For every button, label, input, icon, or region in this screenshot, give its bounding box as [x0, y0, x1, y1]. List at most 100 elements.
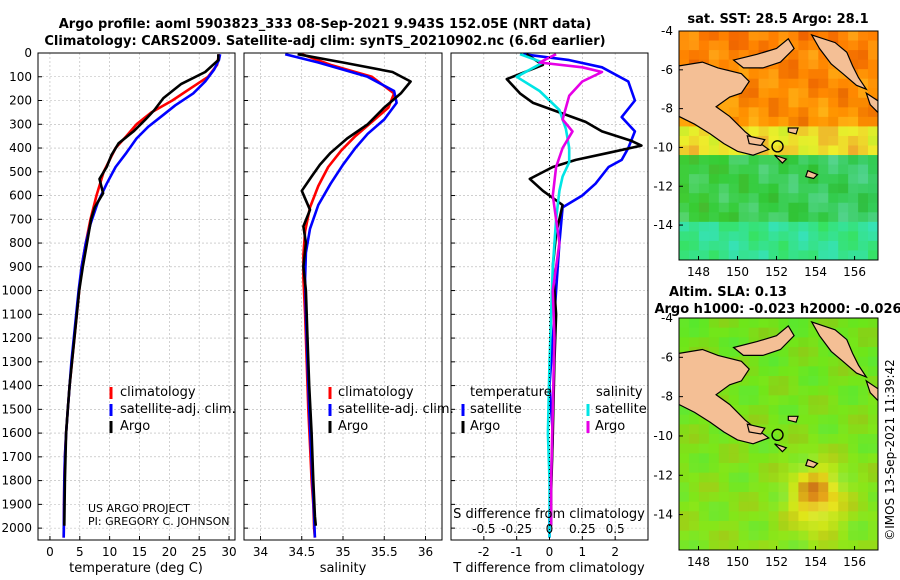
map-cell: [778, 347, 790, 358]
map-cell: [868, 78, 878, 89]
map-cell: [688, 521, 700, 532]
map-cell: [858, 540, 869, 550]
map-cell: [718, 472, 730, 483]
map-cell: [698, 453, 710, 464]
map-cell: [798, 347, 809, 358]
t-difference-xlabel: T difference from climatology: [452, 561, 645, 576]
map-cell: [838, 327, 849, 338]
panel-salinity-grid: [244, 52, 442, 540]
map-cell: [778, 183, 790, 194]
map-cell: [858, 135, 869, 147]
map-cell: [768, 174, 780, 185]
map-cell: [718, 347, 730, 358]
map-cell: [698, 540, 710, 550]
difference-panel: -2 -1 0 1 2 -0.5 -0.25 0 0.25 0.5: [450, 52, 649, 559]
map-cell: [828, 126, 839, 137]
map-cell: [808, 164, 819, 175]
map-cell: [808, 424, 819, 435]
map-cell: [798, 231, 809, 242]
map-cell: [679, 202, 690, 213]
map-cell: [808, 88, 819, 99]
map-cell: [688, 193, 700, 204]
map-cell: [679, 50, 690, 61]
map-cell: [838, 463, 849, 474]
map-cell: [688, 492, 700, 503]
figure-title-line2: Climatology: CARS2009. Satellite-adj cli…: [44, 34, 605, 49]
map-cell: [848, 472, 859, 483]
map-cell: [838, 31, 849, 42]
map-cell: [798, 40, 809, 51]
map-cell: [698, 126, 710, 137]
map-cell: [848, 511, 859, 522]
map-cell: [748, 174, 760, 185]
map-cell: [818, 116, 829, 128]
map-cell: [718, 193, 730, 204]
map-cell: [838, 250, 849, 260]
map-cell: [718, 318, 730, 329]
map-cell: [679, 40, 690, 51]
map-cell: [778, 405, 790, 416]
map-cell: [748, 472, 760, 483]
map-cell: [738, 540, 750, 550]
map-cell: [708, 221, 720, 232]
map-cell: [788, 521, 799, 532]
map-cell: [868, 347, 878, 358]
map-cell: [758, 356, 770, 367]
map-cell: [868, 135, 878, 147]
map-cell: [758, 212, 770, 223]
map-cell: [778, 193, 790, 204]
map-cell: [808, 530, 819, 541]
map-cell: [768, 385, 780, 396]
map-cell: [679, 193, 690, 204]
map-cell: [778, 385, 790, 396]
map-cell: [708, 318, 720, 329]
map-cell: [718, 155, 730, 166]
map-cell: [728, 50, 740, 61]
map-cell: [768, 116, 780, 128]
map-cell: [728, 501, 740, 512]
map-cell: [748, 356, 760, 367]
map-cell: [698, 212, 710, 223]
map-cell: [828, 231, 839, 242]
map-cell: [798, 183, 809, 194]
map-cell: [808, 453, 819, 464]
map-cell: [738, 164, 750, 175]
map-cell: [698, 40, 710, 51]
map-cell: [768, 69, 780, 80]
map-cell: [848, 174, 859, 185]
map-cell: [778, 414, 790, 425]
sla-map-title-line1: Altim. SLA: 0.13: [669, 285, 787, 300]
map-cell: [798, 212, 809, 223]
map-cell: [868, 395, 878, 406]
map-cell: [688, 174, 700, 185]
x-tick-label: 20: [162, 545, 177, 559]
map-cell: [728, 443, 740, 454]
map-cell: [818, 318, 829, 329]
map-cell: [788, 337, 799, 348]
map-cell: [858, 174, 869, 185]
map-cell: [828, 540, 839, 550]
map-cell: [868, 126, 878, 137]
map-cell: [808, 337, 819, 348]
plot-frame: [37, 52, 236, 541]
map-cell: [848, 366, 859, 377]
y-tick-label: 0: [24, 46, 32, 60]
map-cell: [868, 453, 878, 464]
map-cell: [708, 337, 720, 348]
map-cell: [808, 240, 819, 252]
map-cell: [838, 376, 849, 387]
map-cell: [808, 434, 819, 445]
map-cell: [688, 511, 700, 522]
map-sla-field: [679, 318, 878, 550]
map-cell: [868, 521, 878, 532]
land-polygon: [774, 154, 788, 164]
map-cell: [848, 540, 859, 550]
land-polygon: [787, 127, 799, 135]
map-cell: [858, 221, 869, 232]
y-tick-label: 1600: [1, 426, 32, 440]
map-cell: [758, 366, 770, 377]
map-cell: [698, 31, 710, 42]
map-cell: [828, 78, 839, 89]
series-line-salinity-satellite: [515, 52, 571, 538]
map-cell: [718, 31, 730, 42]
